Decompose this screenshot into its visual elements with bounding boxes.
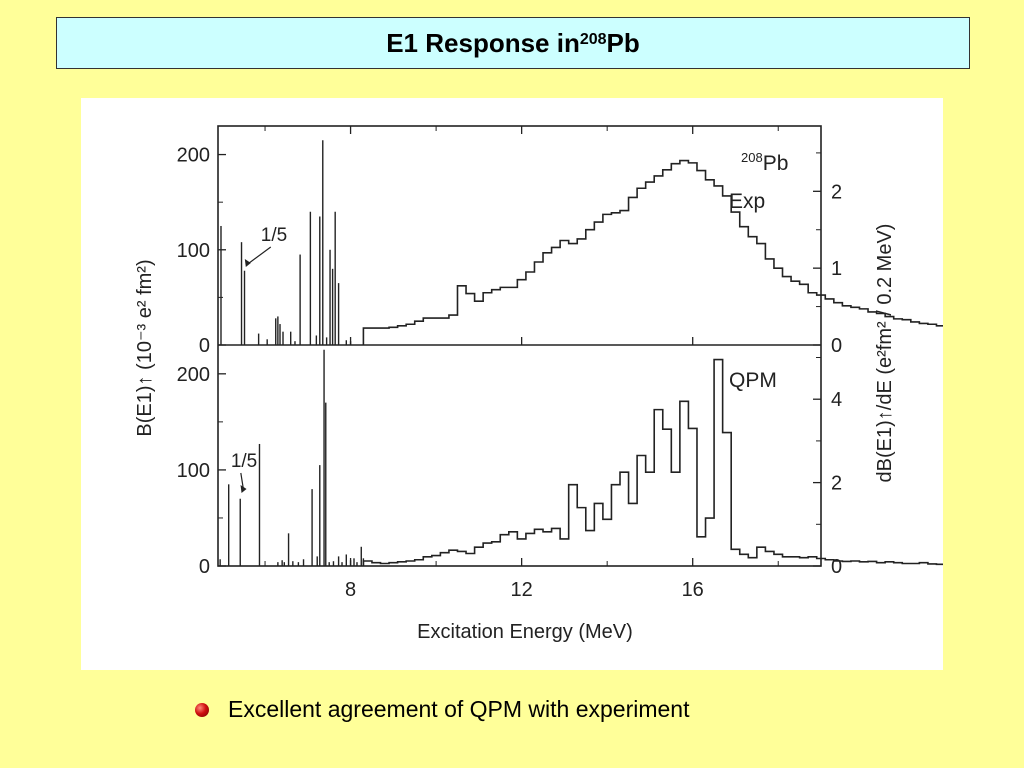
nucleus-symbol: Pb (763, 152, 789, 175)
scale-note-arrowhead (240, 485, 247, 493)
title-superscript: 208 (579, 31, 607, 48)
x-axis: 8 12 16 (264, 126, 779, 601)
bullet-text: Excellent agreement of QPM with experime… (228, 696, 690, 722)
left-y-tick-label: 200 (177, 145, 210, 167)
slide-title: E1 Response in 208 Pb (56, 17, 970, 69)
scale-note-arrowhead (244, 259, 251, 267)
axes-frame (217, 125, 822, 567)
left-y-tick-label: 100 (177, 240, 210, 262)
title-suffix: Pb (606, 27, 640, 58)
top-panel: 0 100 200 0 1 2 1/5 208Pb Exp (177, 140, 943, 357)
left-y-tick-label: 100 (177, 460, 210, 482)
right-y-tick-label: 2 (831, 473, 842, 495)
right-y-tick-label: 0 (831, 335, 842, 357)
right-y-tick-label: 0 (831, 556, 842, 578)
x-tick-label: 8 (345, 579, 356, 601)
left-y-tick-label: 200 (177, 364, 210, 386)
right-y-tick-label: 4 (831, 389, 842, 411)
left-y-tick-label: 0 (199, 335, 210, 357)
scale-note-label: 1/5 (231, 451, 257, 472)
title-prefix: E1 Response in (386, 27, 580, 58)
scale-note-arrow (247, 246, 272, 265)
x-tick-label: 16 (682, 579, 704, 601)
strength-histogram (362, 159, 943, 345)
dataset-label: QPM (729, 369, 777, 392)
right-y-tick-label: 2 (831, 181, 842, 203)
right-y-axis-label: dB(E1)↑/dE (e²fm² / 0.2 MeV) (874, 224, 896, 483)
right-y-tick-label: 1 (831, 258, 842, 280)
plot-frame (217, 125, 822, 567)
nucleus-label: 208Pb (741, 150, 788, 175)
strength-histogram (362, 358, 943, 566)
scale-note-label: 1/5 (261, 225, 287, 246)
left-y-axis-label: B(E1)↑ (10⁻³ e² fm²) (134, 259, 156, 436)
x-axis-label: Excitation Energy (MeV) (417, 621, 633, 643)
bottom-panel: 0 100 200 0 2 4 1/5 QPM (177, 349, 943, 578)
bullet-icon (195, 703, 209, 717)
dataset-label: Exp (729, 190, 765, 213)
left-y-tick-label: 0 (199, 556, 210, 578)
nucleus-mass-number: 208 (741, 150, 763, 165)
x-tick-label: 12 (511, 579, 533, 601)
e1-response-figure: 0 100 200 0 1 2 1/5 208Pb Exp 0 100 200 0 2 4 1/5 QPM 8… (81, 98, 943, 670)
